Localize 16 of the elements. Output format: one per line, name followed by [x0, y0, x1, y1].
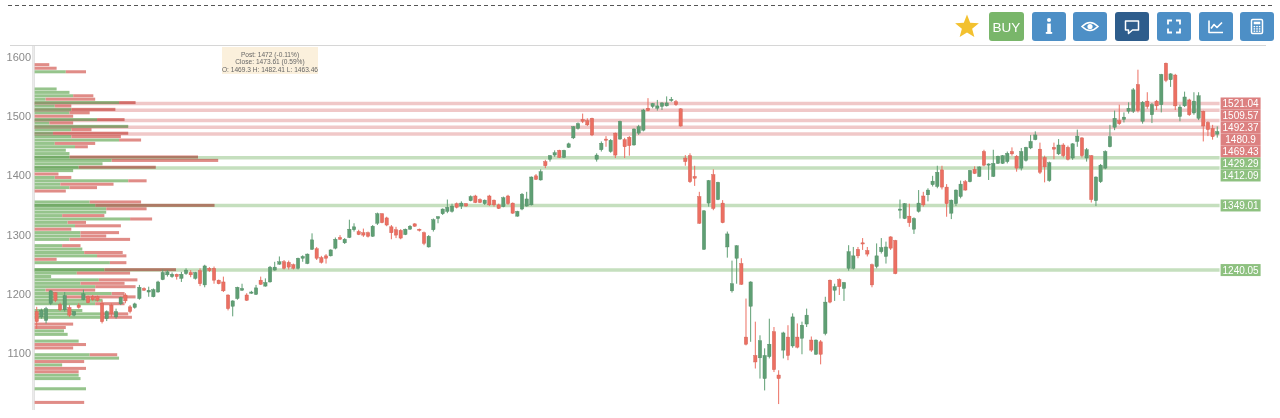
- y-tick-label: 1400: [6, 169, 32, 182]
- y-tick-label: 1300: [6, 228, 32, 241]
- buy-button: BUY: [989, 12, 1024, 41]
- ref-line-label: 1349.01: [1222, 199, 1260, 211]
- ref-line-label: 1480.9: [1225, 133, 1257, 145]
- ref-line-label: 1521.04: [1222, 97, 1260, 109]
- y-tick-label: 1600: [6, 50, 32, 63]
- ref-line-label: 1469.43: [1222, 145, 1260, 157]
- y-tick-label: 1100: [7, 347, 32, 360]
- ref-line-label: 1429.29: [1222, 157, 1260, 169]
- y-tick-label: 1500: [6, 109, 32, 122]
- ref-line-label: 1492.37: [1222, 121, 1260, 133]
- ref-line-label: 1412.09: [1222, 169, 1260, 181]
- ref-line-label: 1509.57: [1222, 109, 1260, 121]
- y-tick-label: 1200: [6, 287, 32, 300]
- ref-line-label: 1240.05: [1222, 264, 1260, 276]
